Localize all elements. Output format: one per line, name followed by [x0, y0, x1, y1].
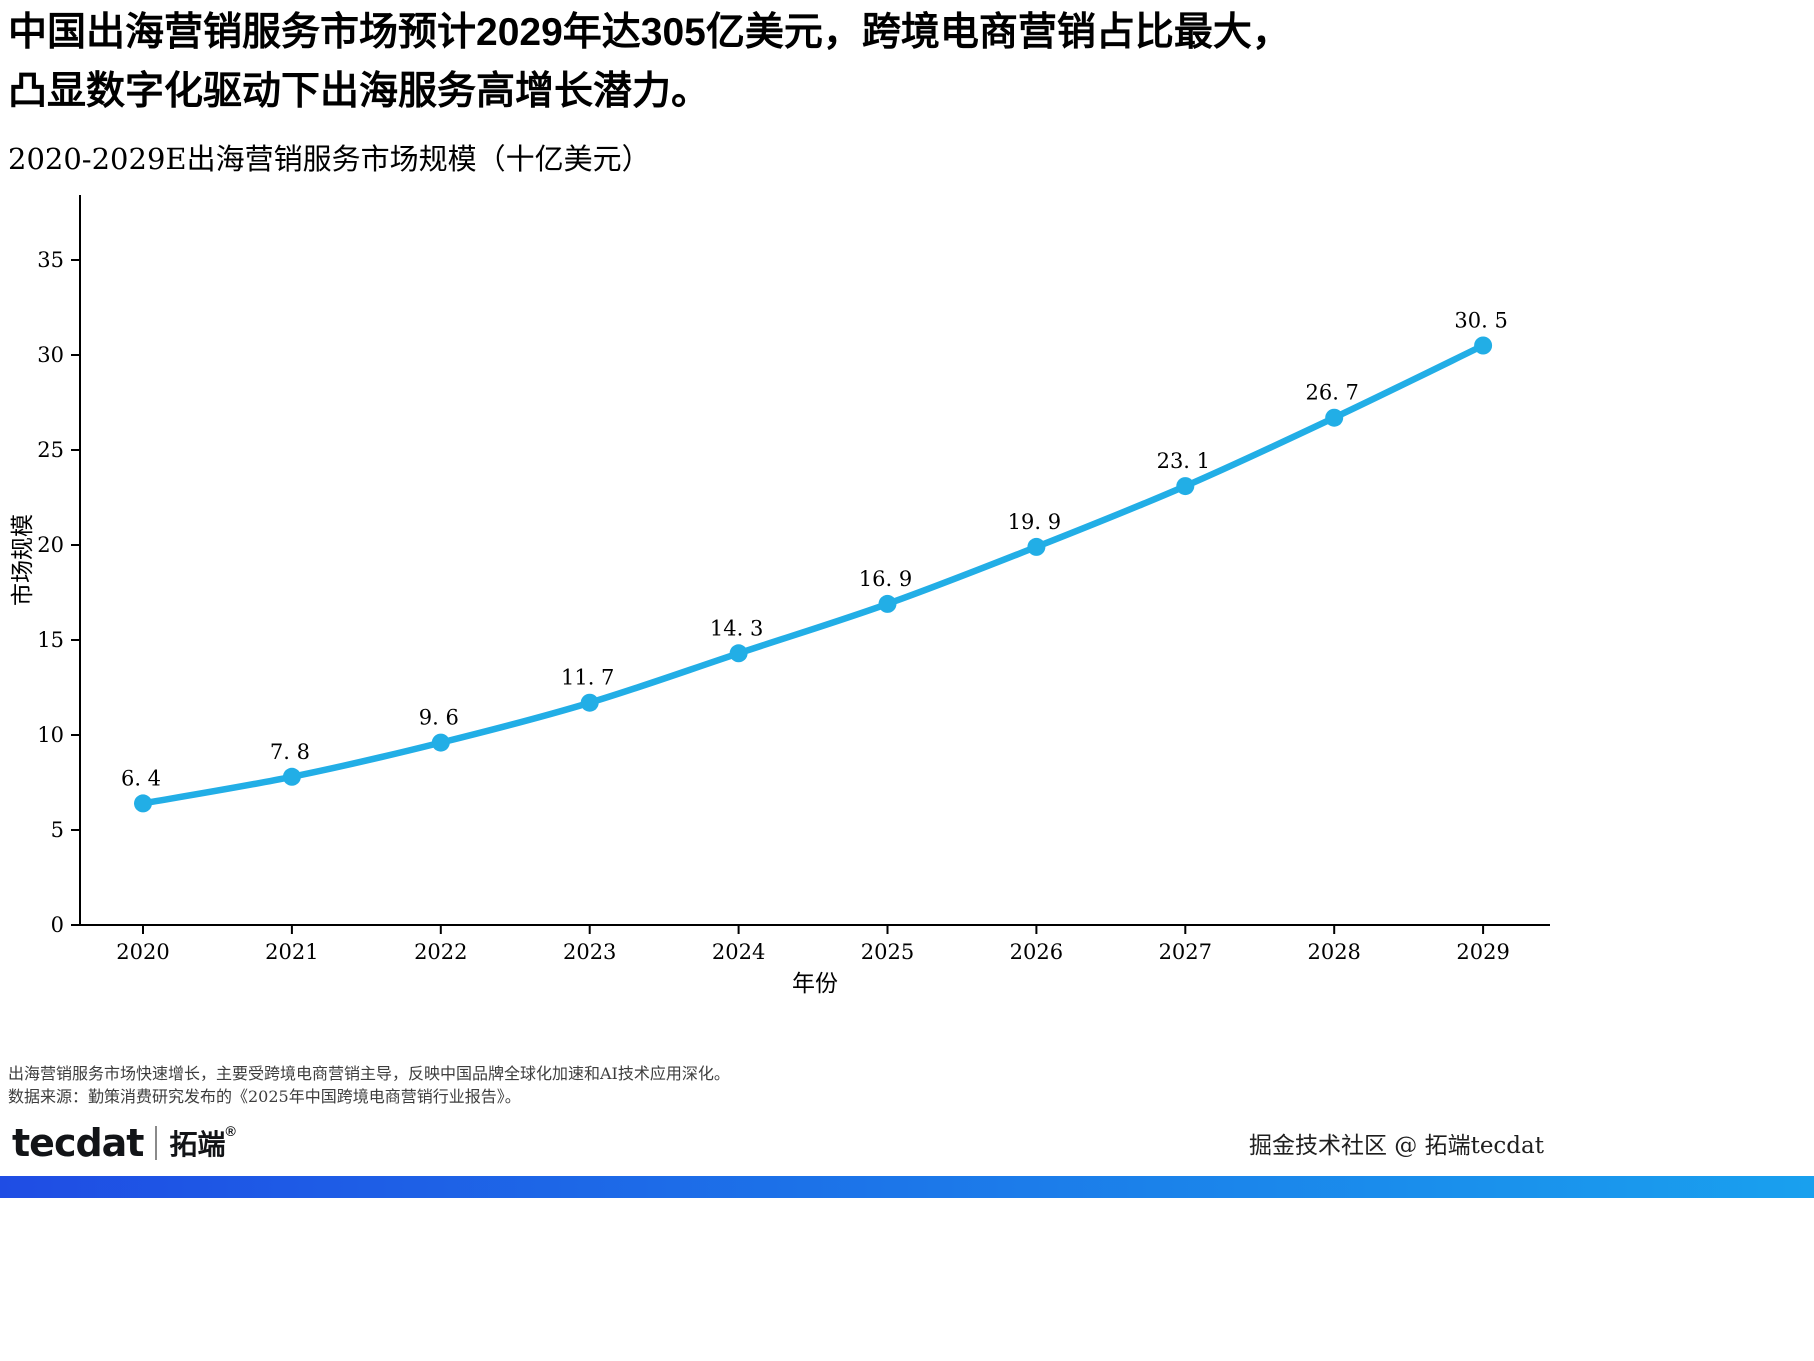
data-point-label: 9. 6	[419, 706, 459, 730]
tecdat-logo-wordmark: tecdat	[12, 1121, 144, 1165]
data-point-label: 16. 9	[859, 567, 912, 591]
x-tick-label: 2020	[116, 940, 169, 964]
x-tick-label: 2027	[1159, 940, 1212, 964]
data-point-label: 26. 7	[1305, 381, 1358, 405]
tecdat-logo-chinese: 拓端®	[169, 1123, 235, 1163]
footnote-analysis: 出海营销服务市场快速增长，主要受跨境电商营销主导，反映中国品牌全球化加速和AI技…	[8, 1064, 730, 1083]
footnote-source: 数据来源：勤策消费研究发布的《2025年中国跨境电商营销行业报告》。	[8, 1087, 521, 1107]
headline-line-2: 凸显数字化驱动下出海服务高增长潜力。	[8, 69, 711, 113]
data-point-label: 19. 9	[1008, 510, 1061, 534]
logo-chinese-text: 拓端	[169, 1129, 226, 1160]
y-tick-label: 35	[37, 248, 64, 272]
y-axis-title: 市场规模	[10, 514, 36, 606]
x-tick-label: 2026	[1010, 940, 1063, 964]
data-point	[1176, 477, 1195, 496]
x-tick-label: 2022	[414, 940, 467, 964]
y-tick-label: 25	[37, 438, 64, 462]
y-tick-label: 5	[51, 818, 64, 842]
data-point	[134, 794, 152, 813]
data-point-label: 14. 3	[710, 616, 763, 640]
data-point	[1474, 336, 1493, 355]
data-point-label: 6. 4	[121, 766, 161, 790]
y-tick-label: 30	[37, 343, 64, 367]
footer-row: tecdat 拓端® 掘金技术社区 @ 拓端tecdat	[12, 1114, 1544, 1172]
y-tick-label: 10	[37, 723, 64, 747]
data-point	[1325, 408, 1344, 427]
y-tick-label: 0	[51, 913, 64, 937]
community-watermark: 掘金技术社区 @ 拓端tecdat	[1248, 1133, 1544, 1159]
x-tick-label: 2028	[1307, 940, 1360, 964]
x-tick-label: 2029	[1456, 940, 1509, 964]
data-point	[282, 767, 301, 786]
footnotes: 出海营销服务市场快速增长，主要受跨境电商营销主导，反映中国品牌全球化加速和AI技…	[8, 1062, 730, 1108]
chart-area: 0 5 10 15 20 25 30 35 2020 2021 2022 2023 2024 2025 20…	[0, 190, 1814, 1000]
y-tick-label: 20	[37, 533, 64, 557]
logo-divider	[155, 1126, 158, 1160]
data-point	[878, 594, 897, 613]
headline-line-1: 中国出海营销服务市场预计2029年达305亿美元，跨境电商营销占比最大，	[8, 11, 1291, 54]
x-tick-label: 2024	[712, 940, 765, 964]
registered-mark: ®	[225, 1123, 236, 1139]
headline: 中国出海营销服务市场预计2029年达305亿美元，跨境电商营销占比最大， 凸显数…	[8, 4, 1291, 121]
data-point-label: 11. 7	[561, 666, 614, 690]
data-point-label: 7. 8	[270, 740, 310, 764]
data-point	[431, 733, 450, 752]
chart-title: 2020-2029E出海营销服务市场规模（十亿美元）	[8, 142, 651, 176]
tecdat-logo: tecdat 拓端®	[12, 1121, 236, 1165]
y-tick-label: 15	[37, 628, 64, 652]
data-point	[1027, 537, 1046, 556]
x-tick-label: 2025	[861, 940, 914, 964]
x-tick-label: 2021	[265, 940, 318, 964]
x-axis-title: 年份	[792, 971, 838, 997]
data-point	[729, 644, 748, 663]
data-point	[580, 693, 599, 712]
x-tick-label: 2023	[563, 940, 616, 964]
data-point-label: 30. 5	[1454, 309, 1507, 333]
brand-bar	[0, 1176, 1814, 1198]
series-line	[139, 342, 1487, 807]
data-point-label: 23. 1	[1157, 449, 1210, 473]
